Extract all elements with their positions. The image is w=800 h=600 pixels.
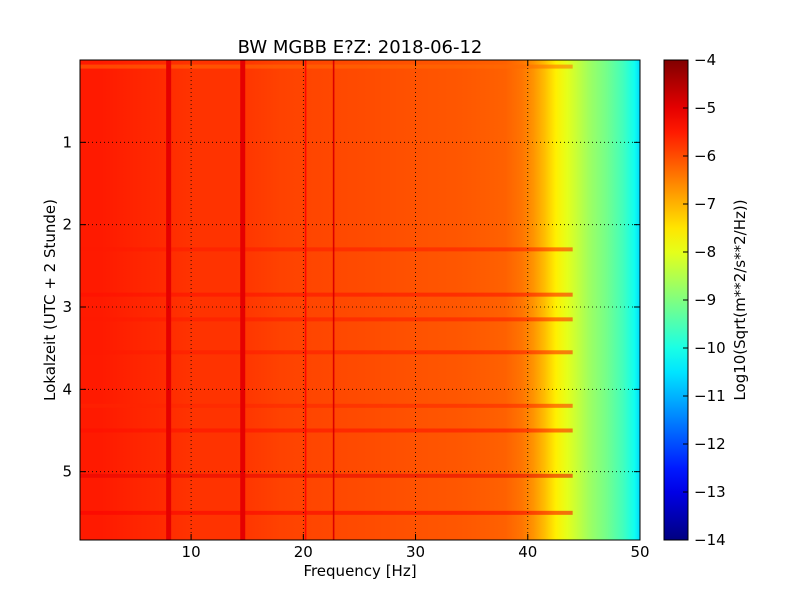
- y-tick-label: 5: [62, 463, 72, 481]
- colorbar-tick-label: −9: [694, 291, 716, 309]
- y-axis-label: Lokalzeit (UTC + 2 Stunde): [41, 199, 59, 401]
- colorbar-tick-label: −4: [694, 51, 716, 69]
- time-band: [80, 428, 573, 433]
- x-tick-label: 20: [294, 543, 313, 561]
- colorbar-tick-label: −6: [694, 147, 716, 165]
- time-band: [80, 64, 573, 69]
- time-band: [80, 510, 573, 515]
- colorbar-tick-label: −13: [694, 483, 726, 501]
- spectrum-background: [80, 60, 640, 540]
- x-axis-ticks: 10 20 30 40 50: [182, 60, 650, 561]
- colorbar-tick-label: −10: [694, 339, 726, 357]
- x-tick-label: 10: [182, 543, 201, 561]
- colorbar-tick-label: −12: [694, 435, 726, 453]
- grid-lines: [80, 60, 640, 540]
- y-axis-ticks: 1 2 3 4 5: [62, 133, 640, 481]
- time-band: [80, 247, 573, 252]
- y-tick-label: 2: [62, 216, 72, 234]
- colorbar-label: Log10(Sqrt(m**2/s**2/Hz)): [731, 199, 749, 400]
- x-tick-label: 40: [518, 543, 537, 561]
- y-tick-label: 3: [62, 298, 72, 316]
- x-tick-label: 50: [630, 543, 649, 561]
- time-band: [80, 473, 573, 478]
- spectral-line: [240, 60, 246, 540]
- heatmap-area: [80, 60, 640, 540]
- time-band: [80, 403, 573, 408]
- colorbar-tick-label: −7: [694, 195, 716, 213]
- colorbar-tick-label: −5: [694, 99, 716, 117]
- time-band: [80, 317, 573, 322]
- chart-title: BW MGBB E?Z: 2018-06-12: [238, 37, 483, 58]
- y-tick-label: 1: [62, 133, 72, 151]
- y-tick-label: 4: [62, 380, 72, 398]
- time-band: [80, 292, 573, 297]
- spectral-line: [166, 60, 172, 540]
- spectral-line: [304, 60, 307, 540]
- time-band: [80, 350, 573, 355]
- colorbar-tick-label: −14: [694, 531, 726, 549]
- plot-frame: [79, 59, 641, 541]
- x-axis-label: Frequency [Hz]: [303, 562, 416, 580]
- x-tick-label: 30: [406, 543, 425, 561]
- spectral-line: [332, 60, 335, 540]
- colorbar-tick-label: −11: [694, 387, 726, 405]
- colorbar-tick-label: −8: [694, 243, 716, 261]
- colorbar-ticks: −4 −5 −6 −7 −8 −9 −10 −11 −12 −13 −14: [683, 51, 726, 549]
